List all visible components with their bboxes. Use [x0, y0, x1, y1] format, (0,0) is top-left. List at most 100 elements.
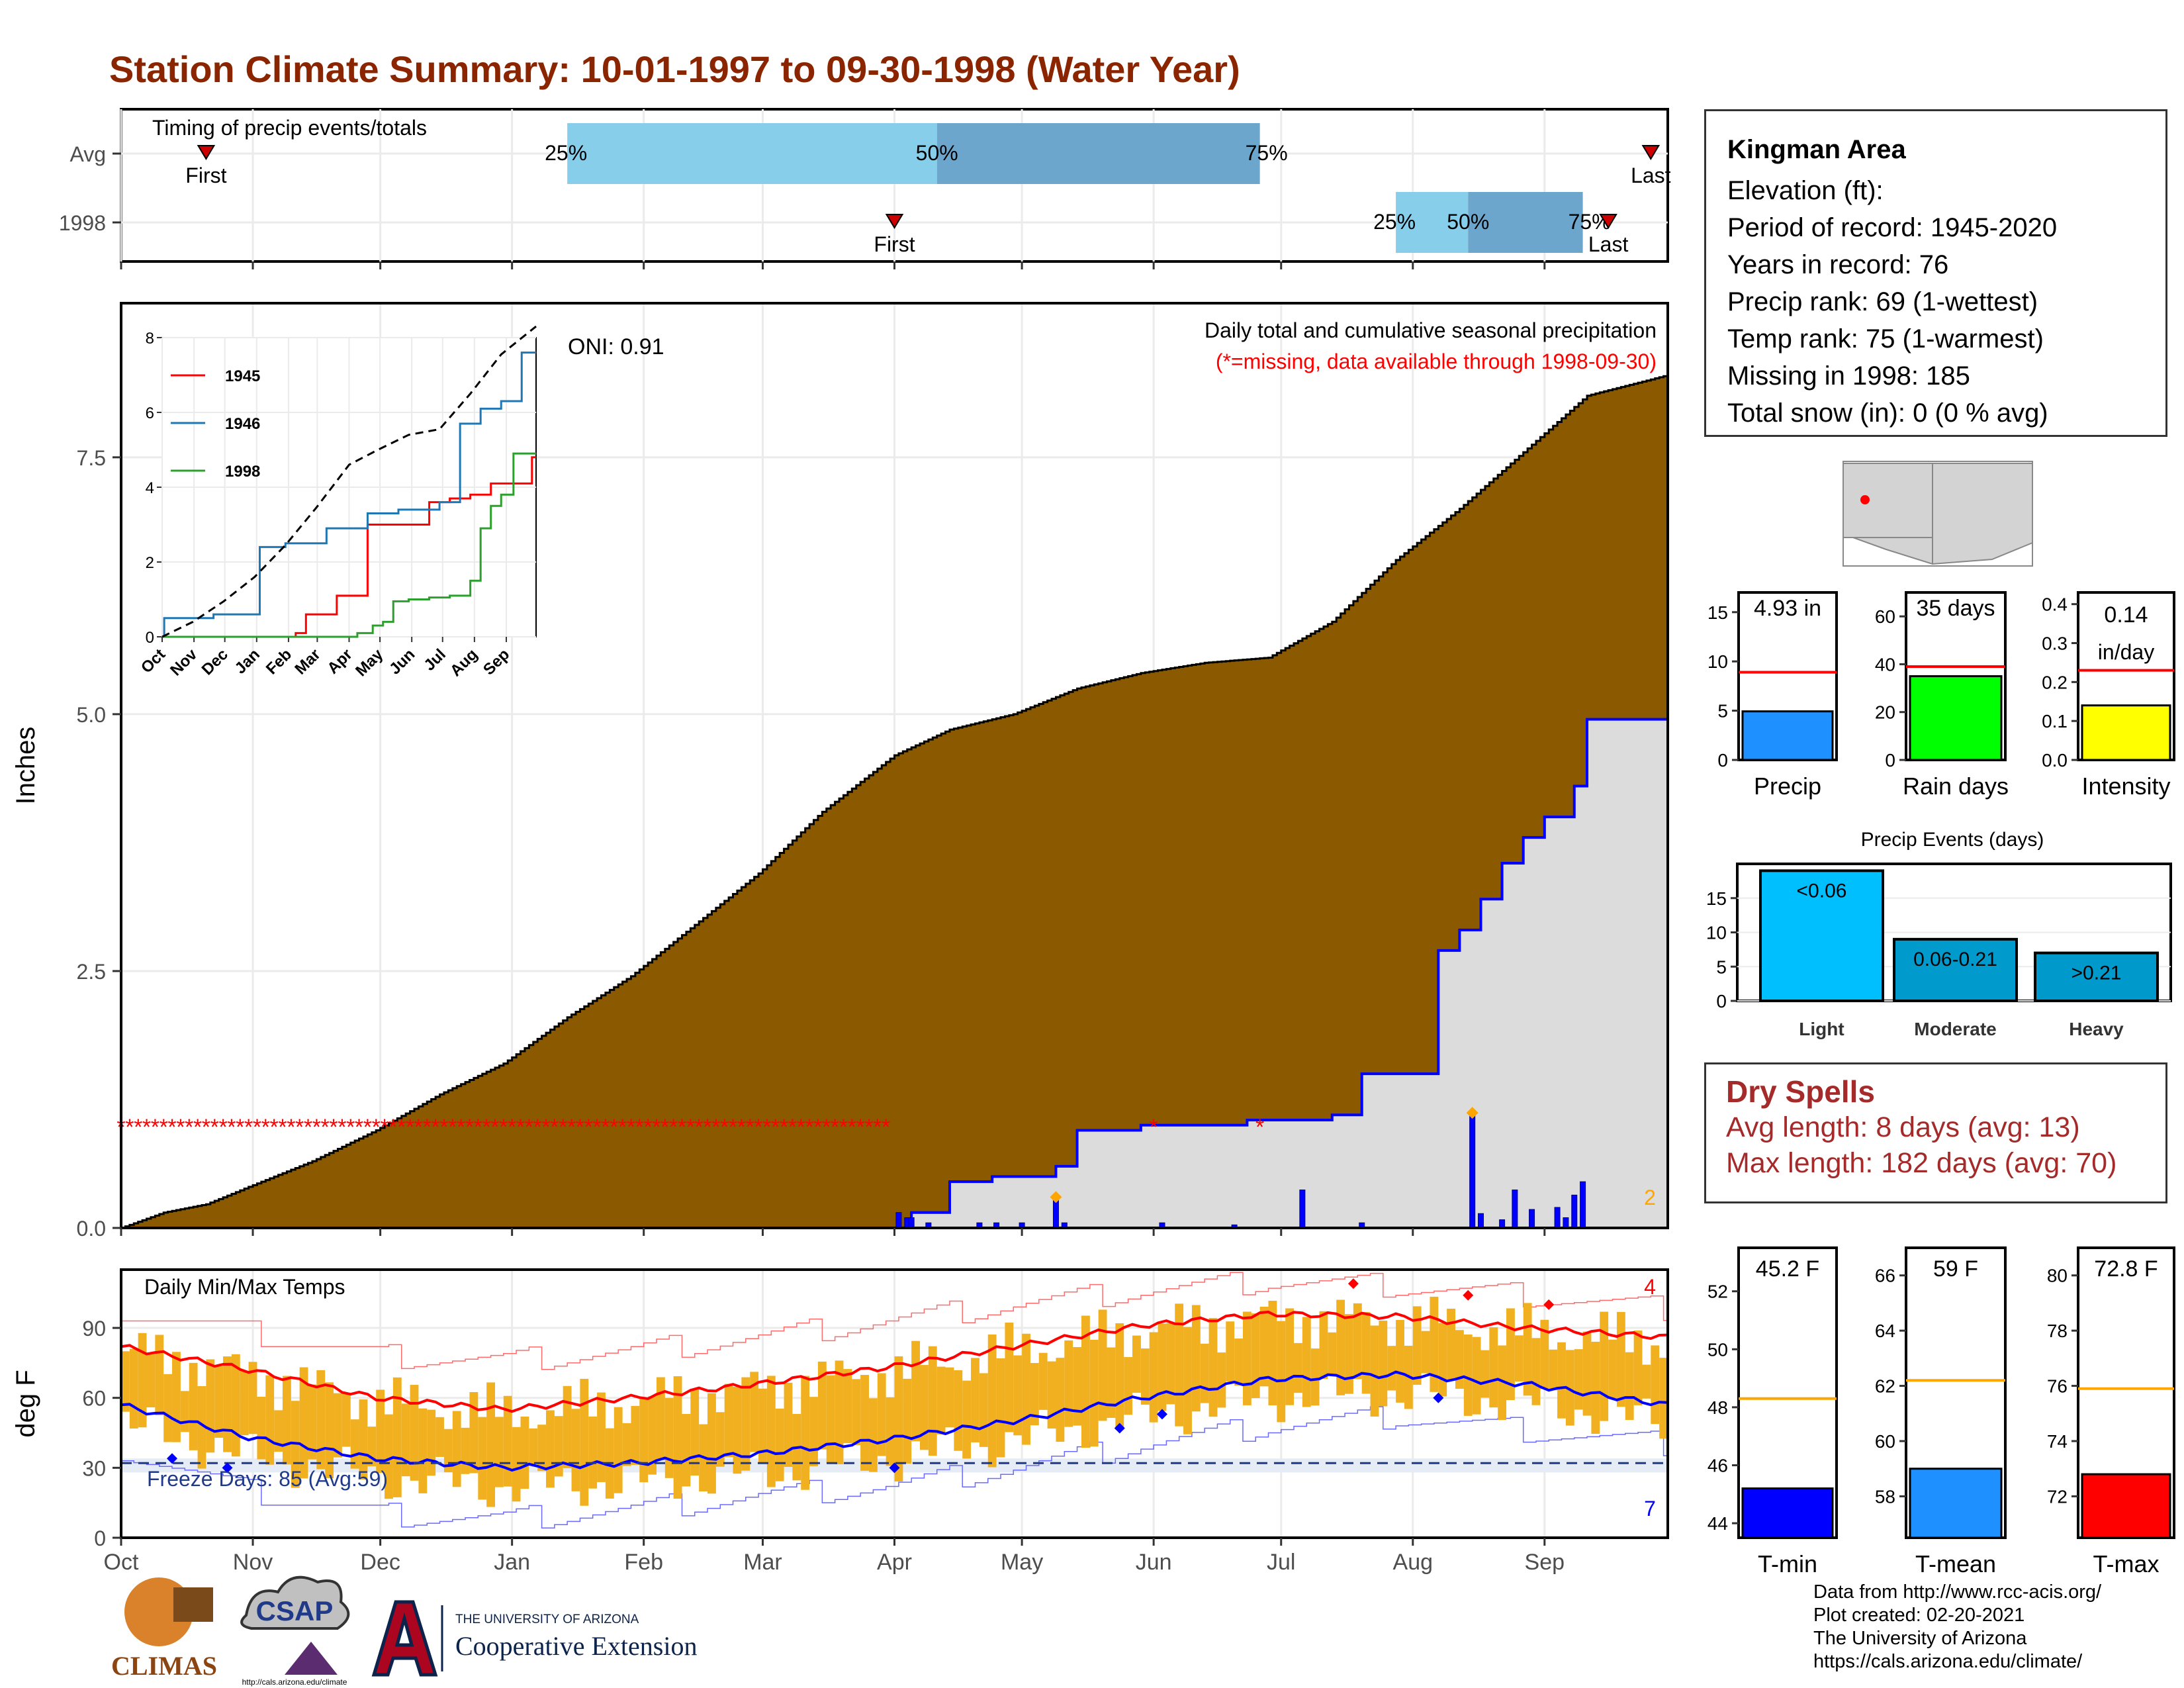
events-y-tick-label: 0: [1716, 991, 1727, 1011]
missing-data-marker: *: [134, 1115, 142, 1140]
daily-temp-bar: [1089, 1339, 1099, 1447]
intensity-value-unit: in/day: [2098, 640, 2154, 664]
intensity-y-tick-label: 0.4: [2042, 594, 2068, 615]
tmax-y-tick-label: 74: [2047, 1431, 2068, 1452]
daily-max-marker: [1466, 1107, 1479, 1119]
daily-temp-bar: [206, 1359, 215, 1453]
daily-temp-bar: [1498, 1345, 1507, 1421]
missing-data-marker: *: [610, 1115, 618, 1140]
missing-data-marker: *: [805, 1115, 813, 1140]
missing-data-marker: *: [448, 1115, 457, 1140]
daily-temp-bar: [494, 1417, 504, 1487]
daily-temp-bar: [1005, 1323, 1014, 1432]
last-event-label: Last: [1631, 164, 1671, 187]
daily-temp-bar: [1531, 1338, 1541, 1405]
record-max-line: [121, 1272, 1668, 1370]
record-low-marker: [889, 1462, 900, 1474]
daily-temp-bar: [1472, 1336, 1481, 1415]
daily-temp-bar: [996, 1358, 1005, 1458]
daily-temp-bar: [664, 1397, 674, 1478]
missing-data-marker: *: [431, 1115, 439, 1140]
first-event-label: First: [185, 164, 226, 187]
missing-data-marker: *: [737, 1115, 746, 1140]
missing-data-marker: *: [414, 1115, 423, 1140]
daily-temp-bar: [741, 1377, 751, 1471]
daily-temp-bar: [240, 1371, 249, 1436]
missing-data-marker: *: [508, 1115, 516, 1140]
missing-data-marker: *: [813, 1115, 822, 1140]
daily-temp-bar: [1158, 1323, 1167, 1411]
missing-data-marker: *: [338, 1115, 346, 1140]
intensity-value-label: 0.14: [2104, 602, 2148, 628]
daily-temp-bar: [1361, 1312, 1371, 1394]
temps-y-tick-label: 30: [82, 1456, 106, 1480]
record-high-count: 4: [1644, 1275, 1656, 1299]
dry-spells-max: Max length: 182 days (avg: 70): [1726, 1147, 2117, 1179]
daily-temp-bar: [334, 1393, 342, 1458]
freeze-days-label: Freeze Days: 85 (Avg:59): [147, 1467, 388, 1491]
intensity-name-label: Intensity: [2081, 773, 2170, 800]
tmean-y-tick-label: 62: [1875, 1376, 1895, 1397]
missing-data-marker: *: [270, 1115, 279, 1140]
tmean-bar: [1909, 1468, 2003, 1539]
missing-data-marker: *: [253, 1115, 261, 1140]
daily-temp-bar: [1412, 1306, 1422, 1385]
missing-data-marker: *: [525, 1115, 533, 1140]
daily-temp-bar: [588, 1416, 598, 1489]
daily-temp-bar: [571, 1409, 580, 1491]
daily-temp-bar: [903, 1378, 912, 1464]
rain-days-y-tick-label: 0: [1885, 750, 1895, 771]
daily-temp-bar: [1294, 1342, 1302, 1393]
daily-temp-bar: [1234, 1338, 1243, 1386]
daily-temp-bar: [835, 1360, 844, 1465]
daily-temp-bar: [1208, 1318, 1218, 1417]
events-bar: [1893, 937, 2018, 1002]
station-location-marker: [1860, 495, 1870, 504]
daily-temp-bar: [979, 1373, 988, 1447]
p50-label: 50%: [916, 141, 958, 165]
quartile-bar-25-50: [1396, 192, 1469, 253]
daily-temp-bar: [1038, 1352, 1048, 1410]
missing-data-marker: *: [465, 1115, 474, 1140]
missing-data-marker: *: [397, 1115, 406, 1140]
tmax-bar: [2081, 1473, 2171, 1539]
daily-temp-bar: [1600, 1311, 1609, 1421]
daily-temp-bar: [257, 1396, 266, 1460]
daily-temp-bar: [546, 1410, 555, 1488]
daily-temp-bar: [376, 1389, 385, 1474]
missing-data-marker: *: [864, 1115, 873, 1140]
precip-events-panel: Precip Events (days) 0 5 10 15 <0.06 Light 0.06…: [1706, 829, 2172, 1039]
daily-temp-bar: [622, 1423, 631, 1466]
climas-logo-block: [173, 1587, 213, 1622]
daily-temp-bar: [920, 1365, 929, 1450]
csap-logo-text: CSAP: [256, 1595, 334, 1626]
cumulative-1998-area: [894, 718, 1669, 1229]
p25-label: 25%: [545, 141, 587, 165]
cumulative-y-tick-label: 5.0: [77, 703, 106, 727]
daily-temp-bar: [197, 1386, 206, 1469]
tmean-y-tick-label: 66: [1875, 1266, 1895, 1286]
station-period: Period of record: 1945-2020: [1727, 213, 2058, 242]
daily-temp-bar: [478, 1417, 487, 1500]
daily-temp-bar: [308, 1384, 317, 1460]
daily-temp-bar: [877, 1373, 886, 1456]
record-low-marker: [222, 1462, 233, 1474]
daily-temp-bar: [537, 1425, 547, 1472]
daily-temp-bar: [1115, 1323, 1124, 1430]
daily-precip-bar: [1299, 1190, 1306, 1229]
daily-temp-bar: [1149, 1332, 1158, 1423]
month-tick-label: Nov: [233, 1550, 273, 1575]
precip-value-label: 4.93 in: [1754, 596, 1821, 621]
precip-y-tick-label: 0: [1717, 750, 1728, 771]
events-y-tick-label: 15: [1706, 888, 1727, 909]
climas-logo-text: CLIMAS: [111, 1651, 217, 1681]
month-tick-label: Jun: [1136, 1550, 1172, 1575]
missing-data-marker: *: [236, 1115, 244, 1140]
intensity-y-tick-label: 0.0: [2042, 750, 2068, 771]
record-low-count: 7: [1644, 1497, 1656, 1521]
record-low-marker: [1433, 1392, 1444, 1403]
missing-data-marker: *: [720, 1115, 729, 1140]
daily-temp-bar: [1421, 1331, 1430, 1374]
missing-data-marker: *: [176, 1115, 185, 1140]
location-map: [1843, 461, 2033, 567]
